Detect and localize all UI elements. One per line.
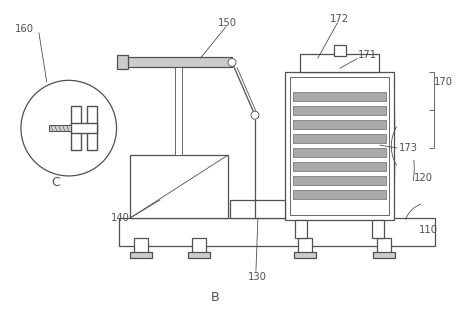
Text: 140: 140 [110, 213, 129, 223]
Text: 172: 172 [329, 14, 349, 24]
Bar [293, 92, 386, 101]
Text: 170: 170 [434, 77, 453, 87]
Bar [334, 45, 346, 57]
Bar [293, 106, 386, 115]
Bar [49, 125, 71, 131]
Text: 173: 173 [399, 143, 418, 153]
Bar [135, 238, 148, 256]
Text: 171: 171 [357, 51, 377, 60]
Bar [71, 106, 81, 150]
Circle shape [228, 59, 236, 66]
Bar [300, 54, 379, 73]
Bar [87, 106, 97, 150]
Bar [293, 162, 386, 171]
Text: 160: 160 [15, 24, 34, 34]
Bar [175, 67, 182, 155]
Text: 120: 120 [414, 173, 433, 183]
Bar [377, 238, 392, 256]
Bar [298, 238, 312, 256]
Bar [295, 220, 307, 238]
Bar [130, 155, 228, 218]
Bar [71, 123, 97, 133]
Bar [130, 252, 152, 258]
Circle shape [251, 111, 259, 119]
Bar [117, 55, 128, 69]
Bar [293, 176, 386, 185]
Bar [118, 218, 435, 245]
Text: B: B [211, 291, 219, 304]
Bar [118, 58, 232, 67]
Bar [285, 73, 394, 220]
Bar [374, 252, 395, 258]
Circle shape [21, 80, 117, 176]
Text: 130: 130 [248, 273, 267, 282]
Bar [188, 252, 210, 258]
Bar [230, 200, 285, 218]
Bar [294, 252, 316, 258]
Bar [293, 134, 386, 143]
Bar [293, 190, 386, 199]
Text: 110: 110 [419, 225, 438, 235]
Text: C: C [51, 176, 60, 190]
Bar [293, 120, 386, 129]
Bar [192, 238, 206, 256]
Bar [293, 148, 386, 157]
Bar [373, 220, 384, 238]
Bar [290, 77, 389, 215]
Text: 150: 150 [218, 17, 237, 28]
